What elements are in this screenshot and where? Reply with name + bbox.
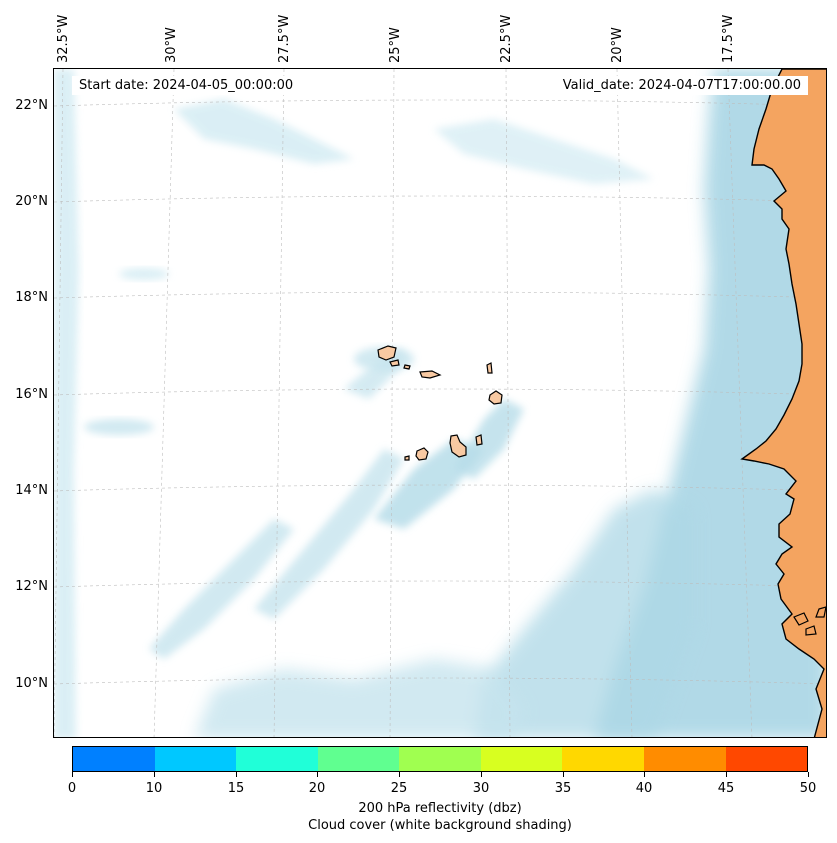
colorbar-tick-label: 15 [227,781,245,796]
land-bijagos-3 [805,625,817,636]
colorbar-tick-label: 20 [308,781,326,796]
start-date-label: Start date: 2024-04-05_00:00:00 [72,76,301,95]
cloud-south-east [474,489,694,737]
colorbar-segment-7 [643,747,726,771]
cloud-nw-patch [119,268,169,280]
colorbar-segment-4 [399,747,481,771]
colorbar-segment-3 [317,747,400,771]
colorbar-tick-mark [317,772,318,777]
land-west-africa [740,69,826,737]
colorbar-segment-8 [725,747,808,771]
land-bijagos-1 [793,612,809,626]
colorbar-tick-mark [236,772,237,777]
colorbar-tick-label: 40 [635,781,653,796]
cloud-w-edge [54,69,79,737]
lon-label-32-5w: 32.5°W [56,14,71,63]
colorbar-segment-5 [480,747,563,771]
lon-label-20w: 20°W [610,27,625,63]
map-panel[interactable] [53,68,827,738]
lon-label-22-5w: 22.5°W [499,14,514,63]
island-sao-nicolau [419,370,442,379]
colorbar-tick-mark [154,772,155,777]
cloud-streak-1 [149,519,294,659]
colorbar-tick-label: 0 [67,781,77,796]
lon-label-30w: 30°W [164,27,179,63]
island-santo-antao [377,345,397,361]
gridlines [54,69,826,737]
colorbar-tick-mark [72,772,73,777]
lat-label-16n: 16°N [15,387,48,402]
cape-verde-islands [377,345,503,461]
valid-date-label: Valid_date: 2024-04-07T17:00:00.00 [555,76,808,95]
island-maio [475,434,483,446]
cloud-streak-3 [374,439,484,529]
lon-label-27-5w: 27.5°W [277,14,292,63]
island-santa-luzia [403,364,411,370]
colorbar-label: 200 hPa reflectivity (dbz) [358,801,522,816]
cloud-streak-2 [254,449,404,619]
island-boa-vista [488,390,503,405]
lat-label-18n: 18°N [15,290,48,305]
land-bijagos-2 [815,606,826,618]
lat-label-14n: 14°N [15,483,48,498]
cloud-streak-4 [454,399,524,479]
island-fogo [415,447,429,461]
colorbar-tick-label: 10 [145,781,163,796]
lat-label-12n: 12°N [15,579,48,594]
colorbar-tick-label: 45 [717,781,735,796]
island-sao-vicente [389,359,400,367]
colorbar-tick-mark [644,772,645,777]
colorbar-tick-label: 25 [390,781,408,796]
cloud-south-central [194,659,524,737]
colorbar-tick-mark [808,772,809,777]
lat-label-20n: 20°N [15,194,48,209]
colorbar-tick-label: 50 [799,781,817,796]
island-sal [486,362,493,374]
island-santiago [449,434,467,458]
colorbar-segment-2 [236,747,318,771]
colorbar-tick-mark [481,772,482,777]
cloud-nw-wisp [174,99,354,164]
cloud-n-wisp [434,119,654,184]
colorbar [72,746,808,772]
map-canvas [54,69,826,737]
colorbar-segment-1 [154,747,237,771]
cloud-w-patch [84,419,154,435]
colorbar-tick-mark [399,772,400,777]
lat-label-22n: 22°N [15,98,48,113]
colorbar-tick-label: 35 [554,781,572,796]
island-brava [404,455,410,461]
colorbar-tick-label: 30 [472,781,490,796]
lat-label-10n: 10°N [15,676,48,691]
colorbar-segment-0 [73,747,155,771]
colorbar-sublabel: Cloud cover (white background shading) [308,818,572,833]
cloud-cover-layer [54,69,826,737]
colorbar-tick-mark [726,772,727,777]
colorbar-tick-mark [563,772,564,777]
lon-label-25w: 25°W [388,27,403,63]
colorbar-segment-6 [562,747,644,771]
lon-label-17-5w: 17.5°W [721,14,736,63]
